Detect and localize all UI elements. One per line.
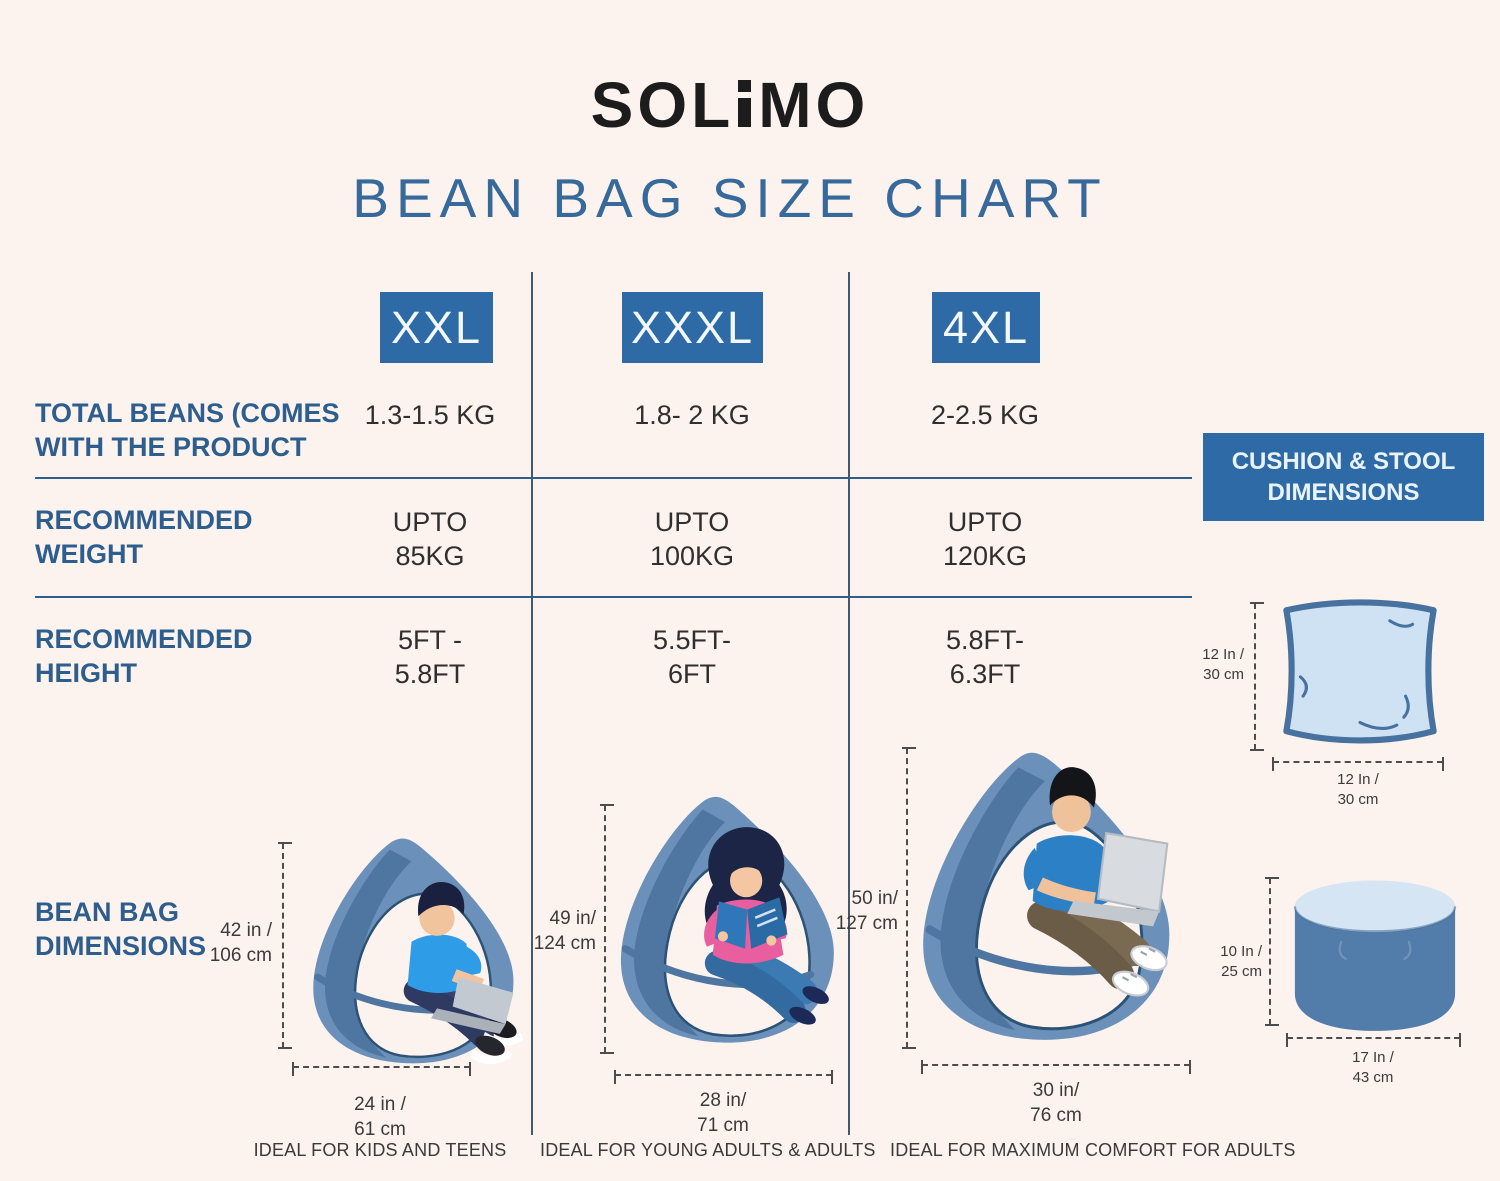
row-divider-1: [35, 477, 1192, 479]
caption-xxxl: IDEAL FOR YOUNG ADULTS & ADULTS: [540, 1140, 876, 1160]
solimo-logo: SOL MO: [0, 68, 1460, 142]
size-badge-xxxl: XXXL: [622, 292, 763, 363]
stool-height-dimension-label: 10 In /25 cm: [1220, 943, 1262, 980]
weight-value-xxxl: UPTO 100KG: [649, 507, 735, 571]
height-value-xxl: 5FT -5.8FT: [394, 625, 466, 689]
xxl-height-dimension-label: 42 in /106 cm: [209, 920, 272, 966]
cushion-width-dimension-line: [1272, 757, 1444, 771]
header: SOL MO BEAN BAG SIZE CHART: [0, 0, 1460, 230]
logo-text-mo: MO: [758, 69, 870, 141]
height-value-xxxl: 5.5FT- 6FT: [652, 625, 732, 689]
cushion-stool-panel-title: CUSHION & STOOL DIMENSIONS: [1203, 433, 1484, 521]
fourxl-beanbag-illustration: [923, 752, 1170, 1040]
beans-value-xxl: 1.3-1.5 KG: [364, 400, 496, 430]
weight-value-xxl: UPTO 85KG: [392, 507, 468, 571]
xxl-width-dimension-label: 24 in /61 cm: [354, 1094, 406, 1140]
xxl-beanbag-illustration: [313, 838, 524, 1065]
xxxl-width-dimension-label: 28 in/71 cm: [697, 1090, 749, 1136]
xxl-width-dimension-line: [292, 1062, 471, 1076]
row-label-bean-bag-dimensions: BEAN BAG DIMENSIONS: [35, 897, 207, 961]
beans-value-4xl: 2-2.5 KG: [930, 400, 1040, 430]
fourxl-width-dimension-label: 30 in/76 cm: [1030, 1080, 1082, 1126]
cushion-illustration: [1283, 599, 1437, 744]
cushion-height-dimension-label: 12 In /30 cm: [1202, 646, 1244, 683]
stool-height-dimension-line: [1265, 877, 1279, 1026]
stool-width-dimension-line: [1286, 1033, 1461, 1047]
xxxl-width-dimension-line: [614, 1070, 833, 1084]
column-divider-1: [531, 272, 533, 1135]
logo-text-sol: SOL: [590, 69, 735, 141]
beans-value-xxxl: 1.8- 2 KG: [634, 400, 750, 430]
row-divider-2: [35, 596, 1192, 598]
weight-value-4xl: UPTO 120KG: [942, 507, 1028, 571]
stool-illustration: [1293, 880, 1457, 1031]
cushion-width-dimension-label: 12 In /30 cm: [1337, 771, 1379, 808]
xxl-height-dimension-line: [278, 842, 292, 1049]
fourxl-height-dimension-label: 50 in/127 cm: [835, 888, 898, 934]
size-badge-xxl: XXL: [380, 292, 493, 363]
xxxl-height-dimension-label: 49 in/124 cm: [533, 908, 596, 954]
row-label-recommended-height: RECOMMENDED HEIGHT: [35, 624, 253, 688]
caption-xxl: IDEAL FOR KIDS AND TEENS: [253, 1140, 507, 1160]
size-badge-4xl: 4XL: [932, 292, 1040, 363]
xxxl-height-dimension-line: [600, 804, 614, 1054]
cushion-height-dimension-line: [1250, 602, 1264, 751]
stool-width-dimension-label: 17 In /43 cm: [1352, 1049, 1394, 1086]
row-label-recommended-weight: RECOMMENDED WEIGHT: [35, 505, 253, 569]
xxxl-beanbag-illustration: [620, 796, 834, 1043]
fourxl-height-dimension-line: [902, 747, 916, 1049]
fourxl-width-dimension-line: [921, 1060, 1191, 1074]
logo-i-glyph: [738, 80, 752, 127]
caption-4xl: IDEAL FOR MAXIMUM COMFORT FOR ADULTS: [890, 1140, 1296, 1160]
height-value-4xl: 5.8FT- 6.3FT: [945, 625, 1025, 689]
column-divider-2: [848, 272, 850, 1135]
page-title: BEAN BAG SIZE CHART: [352, 167, 1108, 229]
row-label-total-beans: TOTAL BEANS (COMES WITH THE PRODUCT: [35, 398, 340, 462]
